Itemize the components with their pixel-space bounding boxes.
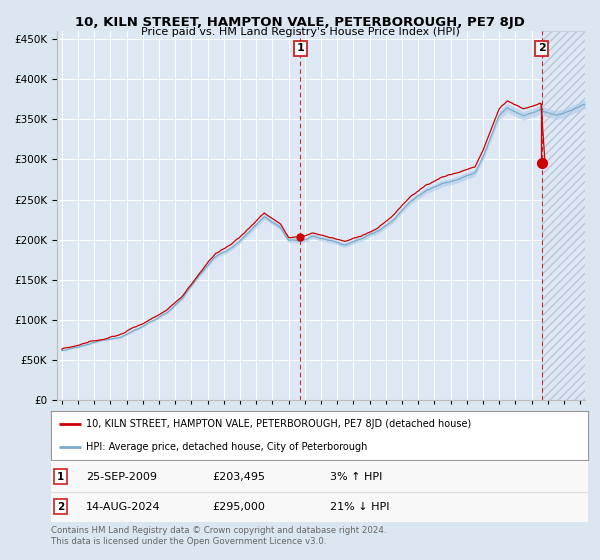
Text: £203,495: £203,495 xyxy=(212,472,265,482)
Text: 14-AUG-2024: 14-AUG-2024 xyxy=(86,502,161,512)
Text: £295,000: £295,000 xyxy=(212,502,265,512)
Text: 2: 2 xyxy=(57,502,64,512)
Text: 3% ↑ HPI: 3% ↑ HPI xyxy=(330,472,383,482)
Text: Contains HM Land Registry data © Crown copyright and database right 2024.
This d: Contains HM Land Registry data © Crown c… xyxy=(51,526,386,546)
Text: 1: 1 xyxy=(57,472,64,482)
Text: 21% ↓ HPI: 21% ↓ HPI xyxy=(330,502,390,512)
Text: 25-SEP-2009: 25-SEP-2009 xyxy=(86,472,157,482)
Text: HPI: Average price, detached house, City of Peterborough: HPI: Average price, detached house, City… xyxy=(86,442,367,452)
Text: 10, KILN STREET, HAMPTON VALE, PETERBOROUGH, PE7 8JD (detached house): 10, KILN STREET, HAMPTON VALE, PETERBORO… xyxy=(86,419,471,430)
Text: 10, KILN STREET, HAMPTON VALE, PETERBOROUGH, PE7 8JD: 10, KILN STREET, HAMPTON VALE, PETERBORO… xyxy=(75,16,525,29)
Text: Price paid vs. HM Land Registry's House Price Index (HPI): Price paid vs. HM Land Registry's House … xyxy=(140,27,460,37)
Text: 2: 2 xyxy=(538,44,545,53)
Text: 1: 1 xyxy=(296,44,304,53)
